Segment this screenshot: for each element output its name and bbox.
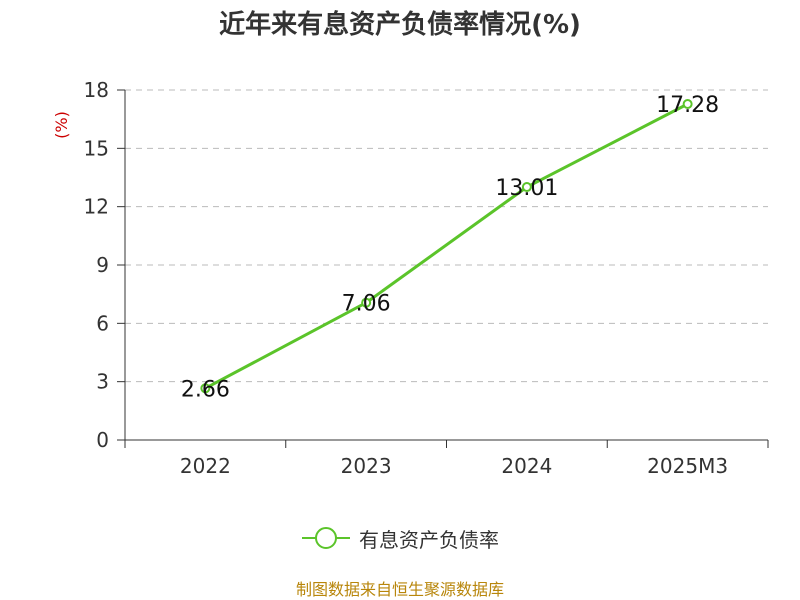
series-line-layer: [200, 99, 693, 394]
data-point[interactable]: [682, 99, 693, 109]
y-tick-label: 6: [96, 311, 109, 335]
data-label: 13.01: [495, 176, 558, 201]
x-tick-label: 2025M3: [647, 454, 728, 478]
y-tick-label: 18: [84, 78, 109, 102]
legend[interactable]: 有息资产负债率: [0, 520, 800, 556]
axes: 0 3 6 9 12 15 18 (%) 2022 2023 2024 2025M3: [52, 78, 769, 478]
data-point[interactable]: [361, 297, 372, 308]
data-point[interactable]: [200, 383, 211, 394]
y-tick-label: 9: [96, 253, 109, 277]
data-label: 2.66: [181, 377, 230, 402]
y-tick-label: 15: [84, 136, 109, 160]
data-label: 7.06: [342, 292, 391, 317]
x-tick-label: 2022: [180, 454, 231, 478]
x-tick-label: 2023: [341, 454, 392, 478]
data-label-layer: 2.66 7.06 13.01 17.28: [181, 93, 719, 402]
source-note: 制图数据来自恒生聚源数据库: [295, 580, 504, 599]
legend-label: 有息资产负债率: [359, 527, 499, 552]
y-tick-label: 3: [96, 370, 109, 394]
series-line: [204, 102, 689, 390]
data-label: 17.28: [656, 93, 719, 118]
chart-title: 近年来有息资产负债率情况(%): [219, 10, 581, 40]
x-tick-label: 2024: [501, 454, 552, 478]
data-point[interactable]: [521, 182, 532, 193]
y-unit-label: (%): [52, 111, 71, 139]
y-tick-label: 12: [84, 195, 109, 219]
legend-swatch: [302, 527, 350, 549]
gridlines: [125, 89, 768, 383]
y-tick-label: 0: [96, 428, 109, 452]
